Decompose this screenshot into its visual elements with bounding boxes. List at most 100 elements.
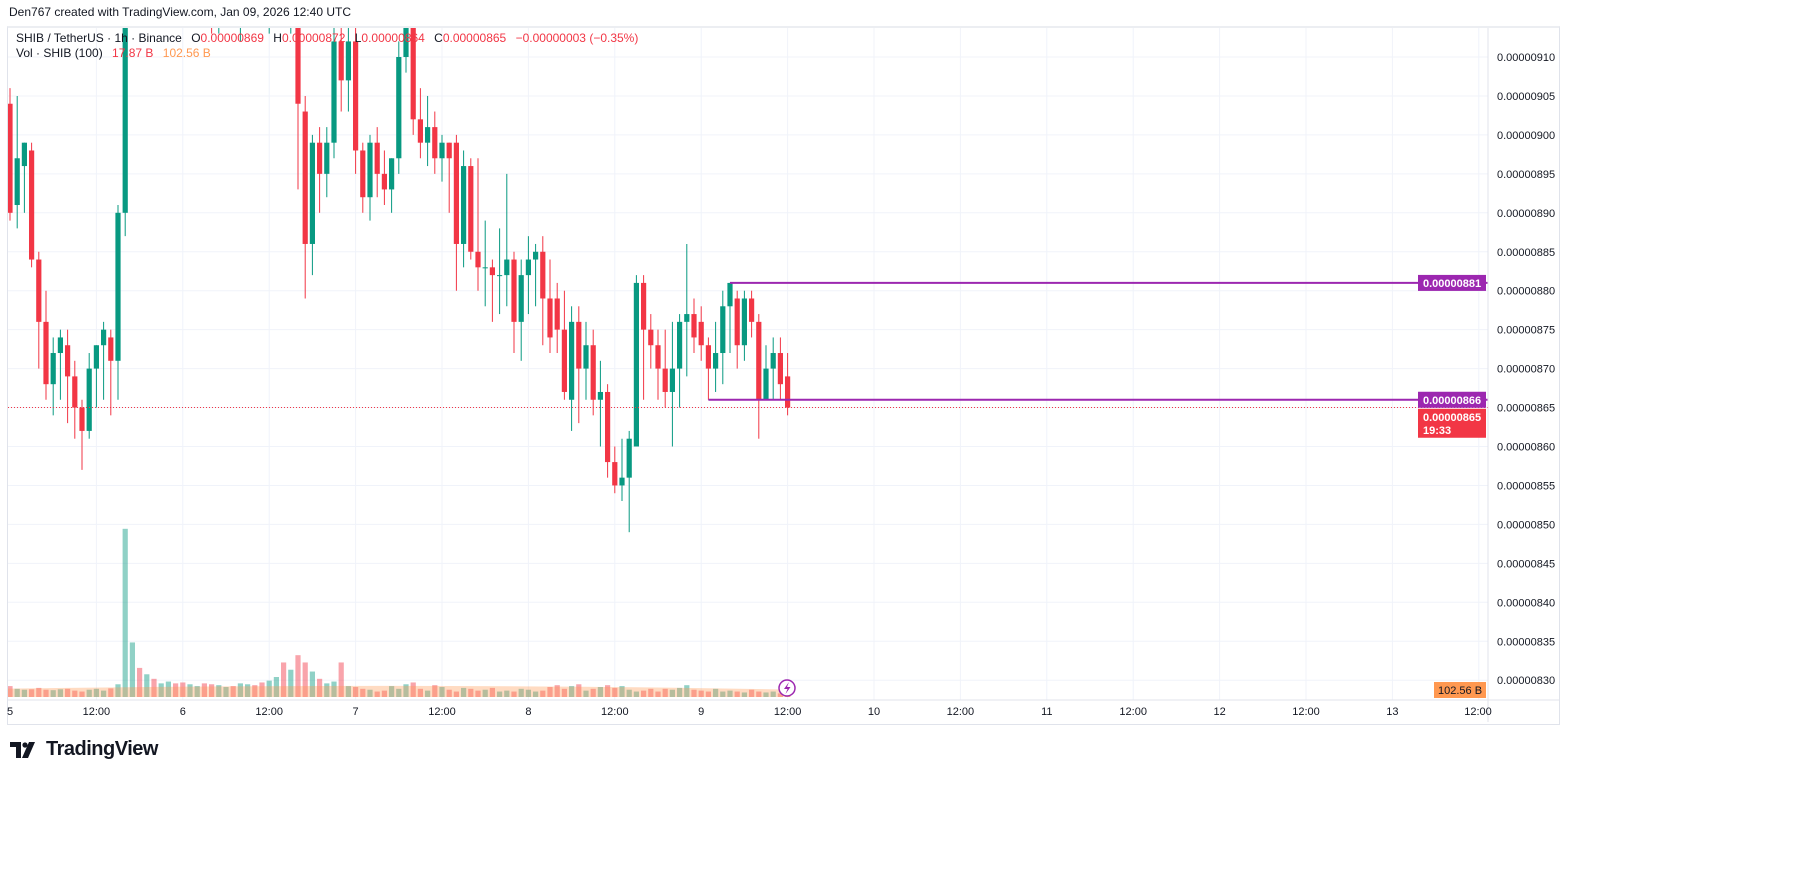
candle — [554, 282, 560, 354]
candle — [151, 0, 156, 18]
candle-body — [770, 353, 776, 369]
candle — [389, 158, 395, 213]
candle — [648, 314, 654, 369]
candle — [101, 321, 107, 400]
price-line-tag-label: 0.00000866 — [1423, 395, 1481, 407]
candle — [777, 337, 783, 400]
volume-bar — [705, 691, 711, 697]
candle — [403, 28, 409, 73]
candle — [115, 205, 121, 400]
volume-bar — [597, 687, 603, 697]
volume-bar — [302, 662, 308, 697]
candle-body — [741, 298, 747, 346]
candle-body — [561, 329, 567, 392]
candle-body — [662, 368, 668, 392]
volume-bar — [21, 689, 27, 697]
candle — [461, 150, 467, 268]
candle-body — [734, 298, 740, 346]
volume-bar — [417, 688, 423, 697]
volume-bar — [698, 690, 704, 697]
candle-body — [518, 275, 524, 322]
candle-body — [331, 41, 337, 143]
candle-body — [108, 337, 114, 361]
price-tick-label: 0.00000870 — [1497, 364, 1555, 376]
volume-bar — [245, 684, 251, 697]
candle-body — [101, 329, 107, 346]
candle — [324, 127, 330, 198]
time-tick-label: 12:00 — [255, 706, 283, 718]
symbol-title[interactable]: SHIB / TetherUS · 1h · Binance — [16, 31, 182, 45]
candle-body — [8, 103, 13, 213]
low-label: L — [354, 31, 362, 45]
volume-bar — [252, 685, 258, 697]
volume-bar — [180, 682, 186, 697]
volume-bar — [36, 687, 42, 697]
candle-body — [417, 119, 423, 143]
price-tick-label: 0.00000830 — [1497, 675, 1555, 687]
chart-legend: SHIB / TetherUS · 1h · Binance O0.000008… — [16, 31, 638, 61]
candle-body — [295, 28, 301, 104]
price-tick-label: 0.00000910 — [1497, 52, 1555, 64]
volume-bar — [201, 683, 207, 697]
tradingview-logo[interactable]: TradingView — [10, 738, 158, 761]
time-tick-label: 12:00 — [83, 706, 111, 718]
candle-body — [345, 41, 351, 81]
candle — [533, 243, 539, 307]
price-tick-label: 0.00000840 — [1497, 597, 1555, 609]
candle — [302, 95, 308, 299]
candle — [309, 134, 315, 276]
volume-pane — [8, 528, 791, 697]
candle-body — [475, 251, 481, 268]
last-price-tag — [1418, 408, 1486, 438]
volume-bar — [475, 690, 481, 697]
candle-body — [367, 142, 373, 198]
volume-ma-value: 102.56 B — [162, 46, 211, 60]
candle — [662, 329, 668, 408]
candle — [93, 345, 99, 408]
volume-bar — [57, 689, 63, 697]
volume-title[interactable]: Vol · SHIB (100) — [16, 46, 103, 60]
candle — [331, 28, 337, 159]
chart-credit: Den767 created with TradingView.com, Jan… — [9, 5, 351, 19]
candle-body — [590, 345, 596, 400]
candle — [590, 329, 596, 416]
volume-bar — [101, 690, 107, 697]
candle — [36, 251, 42, 369]
candle-body — [713, 353, 719, 369]
volume-bar — [662, 688, 668, 697]
candle-body — [381, 173, 387, 190]
candle-body — [504, 259, 510, 276]
candle — [86, 353, 92, 439]
candle-body — [288, 0, 293, 2]
time-tick-label: 10 — [868, 706, 880, 718]
volume-bar — [525, 689, 531, 697]
volume-bar — [129, 642, 135, 697]
lightning-icon[interactable] — [778, 679, 796, 697]
candle — [159, 0, 164, 26]
candle-body — [453, 142, 459, 244]
candle-body — [554, 298, 560, 330]
volume-bar — [396, 688, 402, 697]
volume-bar — [583, 690, 589, 697]
candle-body — [21, 142, 27, 167]
volume-bar — [281, 662, 287, 697]
candle — [583, 321, 589, 400]
candle — [345, 28, 351, 112]
candle-body — [396, 57, 402, 159]
candle-body — [29, 150, 35, 260]
candle-body — [302, 111, 308, 244]
candle — [245, 0, 250, 10]
volume-bar — [518, 688, 524, 697]
volume-bar — [655, 691, 661, 697]
candle-body — [267, 0, 272, 10]
candle-body — [482, 267, 488, 269]
candle — [231, 0, 236, 26]
candle — [122, 28, 128, 237]
price-line-tag — [1418, 391, 1486, 408]
candle — [57, 329, 63, 400]
volume-bar — [266, 680, 272, 697]
volume-bar — [770, 691, 776, 697]
time-tick-label: 12:00 — [1119, 706, 1147, 718]
